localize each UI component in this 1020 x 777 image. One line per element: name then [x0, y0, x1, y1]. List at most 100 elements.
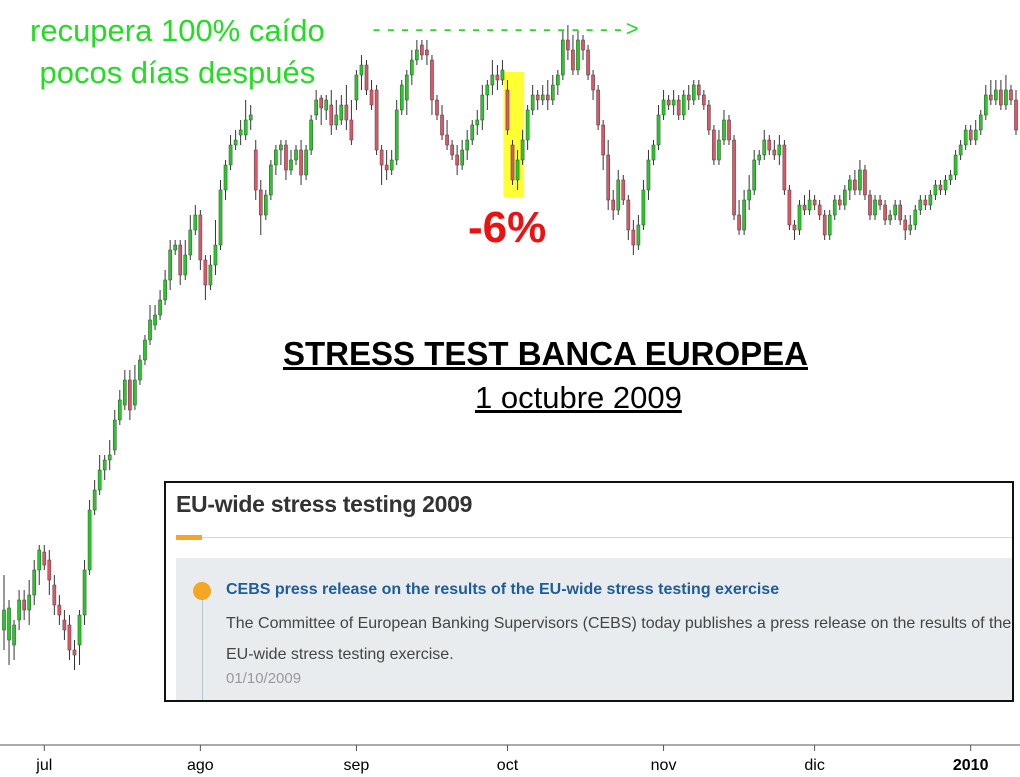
candle — [193, 205, 198, 235]
candle — [666, 95, 671, 110]
candle-body — [57, 604, 62, 616]
candle — [530, 85, 535, 115]
candle-body — [762, 139, 767, 156]
candle-body — [646, 159, 651, 191]
candle — [545, 80, 550, 110]
candle — [37, 545, 42, 585]
candle — [92, 480, 97, 515]
candle-body — [102, 459, 107, 471]
candle — [837, 195, 842, 210]
candle — [445, 120, 449, 150]
candle-body — [27, 594, 31, 611]
candle-body — [92, 489, 97, 511]
candle — [173, 240, 177, 255]
candle-body — [107, 454, 112, 461]
candle-body — [702, 94, 706, 106]
candle — [802, 195, 807, 215]
candle — [102, 455, 107, 480]
candle-body — [430, 59, 434, 101]
candle-body — [561, 39, 565, 76]
candle — [87, 500, 92, 575]
candle-body — [72, 649, 77, 656]
candle — [62, 610, 67, 640]
candle-body — [545, 94, 550, 101]
candle-body — [772, 149, 777, 156]
candle — [843, 185, 847, 210]
candle-body — [294, 149, 298, 161]
candle — [717, 130, 721, 165]
candle — [535, 90, 540, 110]
candle-body — [742, 199, 746, 231]
candle-body — [440, 114, 444, 136]
candle-body — [651, 144, 656, 161]
candle-body — [334, 114, 339, 126]
candle-body — [153, 314, 157, 326]
candle-body — [636, 224, 641, 246]
candle — [772, 140, 777, 160]
candle-body — [354, 74, 359, 101]
candle — [243, 100, 248, 140]
candle-body — [374, 89, 379, 151]
candle-body — [671, 99, 676, 106]
candle-body — [163, 279, 167, 301]
candle — [47, 550, 52, 595]
candle — [641, 180, 646, 230]
candle-body — [248, 114, 253, 121]
candle — [596, 85, 600, 130]
candle — [510, 140, 515, 185]
candle-body — [243, 119, 248, 136]
timeline-dot-icon — [193, 582, 211, 600]
candle-body — [77, 614, 82, 646]
candle-body — [968, 129, 973, 141]
candle — [269, 160, 273, 200]
candle — [948, 170, 953, 185]
candle-body — [510, 144, 515, 181]
candle — [67, 615, 72, 660]
candle-body — [757, 154, 762, 161]
candle — [691, 80, 696, 105]
candle-body — [556, 74, 560, 86]
candle — [148, 305, 152, 345]
candle-body — [62, 619, 67, 631]
recovery-note-line1: recupera 100% caído — [30, 13, 325, 48]
candle — [198, 210, 203, 270]
candle — [264, 190, 268, 220]
candle — [520, 130, 525, 165]
candle — [213, 220, 218, 275]
candle-body — [596, 89, 600, 126]
candle — [233, 130, 238, 150]
candle-body — [445, 134, 449, 146]
candle-body — [339, 104, 344, 121]
candle — [757, 150, 762, 165]
candle-body — [606, 154, 610, 201]
candle-body — [963, 129, 968, 146]
candle-body — [661, 99, 666, 116]
candle-body — [148, 319, 152, 341]
candle — [143, 335, 147, 365]
candle-body — [822, 214, 827, 236]
candle — [163, 270, 167, 305]
candle-body — [82, 569, 87, 616]
candle-body — [616, 179, 621, 211]
candle-body — [611, 199, 616, 211]
candle-body — [138, 359, 142, 381]
candle — [732, 135, 736, 220]
candle — [883, 200, 887, 225]
candle — [17, 590, 21, 630]
candle-body — [666, 99, 671, 106]
candle — [22, 590, 26, 620]
candle — [399, 80, 404, 115]
candle — [777, 135, 782, 165]
candle-body — [128, 379, 132, 411]
candle-body — [52, 584, 57, 606]
candle-body — [359, 64, 364, 76]
candle — [626, 195, 631, 240]
candle-body — [883, 204, 887, 221]
candle — [978, 110, 983, 135]
candle-body — [460, 149, 464, 166]
candle-body — [264, 194, 268, 216]
news-link[interactable]: CEBS press release on the results of the… — [226, 581, 780, 598]
candle-body — [576, 39, 580, 71]
candle — [938, 180, 943, 195]
candle — [1004, 75, 1008, 110]
